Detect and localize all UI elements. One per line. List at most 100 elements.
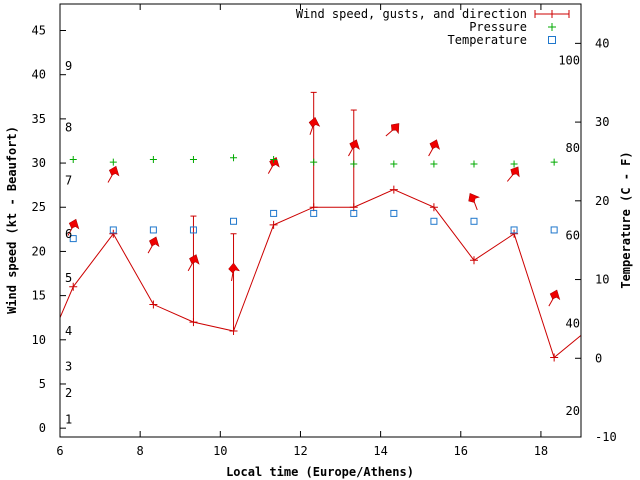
y2-tick-label: 40 (595, 36, 609, 50)
y-tick-label: 0 (39, 421, 46, 435)
wind-direction-arrow (428, 139, 440, 157)
temperature-point (270, 209, 278, 217)
pressure-point (310, 158, 318, 166)
wind-arrow-head (149, 236, 160, 248)
pressure-point (149, 156, 157, 164)
wind-arrow-head (510, 166, 520, 178)
fahrenheit-label: 40 (566, 317, 580, 331)
pressure-point (230, 154, 238, 162)
wind-speed-point (389, 185, 398, 194)
pressure-point (350, 160, 358, 168)
legend-label-pressure: Pressure (469, 20, 527, 34)
y-tick-label: 25 (32, 200, 46, 214)
wind-speed-point (269, 220, 278, 229)
y-tick-label: 30 (32, 156, 46, 170)
pressure-point (390, 160, 398, 168)
pressure-point (189, 156, 197, 164)
pressure-point (109, 158, 117, 166)
wind-arrow-head (391, 123, 400, 135)
pressure-point (430, 160, 438, 168)
wind-direction-arrow (187, 254, 200, 272)
plot-layer (59, 91, 582, 362)
wind-direction-arrow (107, 165, 120, 183)
wind-arrow-head (108, 165, 120, 177)
temperature-point (310, 209, 318, 217)
wind-arrow-head (429, 139, 440, 150)
beaufort-label: 3 (65, 359, 72, 373)
beaufort-label: 5 (65, 271, 72, 285)
wind-direction-arrow (348, 139, 360, 157)
x-tick-label: 18 (534, 444, 548, 458)
y2-tick-label: 30 (595, 115, 609, 129)
wind-direction-arrow (228, 262, 241, 282)
wind-direction-arrow (385, 123, 400, 137)
temperature-point (69, 235, 77, 243)
beaufort-label: 8 (65, 121, 72, 135)
x-tick-label: 16 (454, 444, 468, 458)
y-tick-label: 5 (39, 377, 46, 391)
x-axis-label: Local time (Europe/Athens) (226, 465, 414, 479)
wind-speed-point (349, 203, 358, 212)
temperature-point (189, 226, 197, 234)
wind-speed-point (69, 282, 78, 291)
wind-arrow-head (228, 262, 241, 274)
y2-tick-label: 10 (595, 273, 609, 287)
legend-label-temperature: Temperature (448, 33, 527, 47)
x-tick-label: 14 (373, 444, 387, 458)
fahrenheit-label: 100 (558, 54, 580, 68)
y-tick-label: 15 (32, 289, 46, 303)
temperature-point (430, 217, 438, 225)
wind-direction-arrow (468, 192, 480, 211)
temperature-point (390, 209, 398, 217)
wind-speed-point (429, 203, 438, 212)
y-tick-label: 10 (32, 333, 46, 347)
y-tick-label: 35 (32, 112, 46, 126)
wind-speed-point (149, 300, 158, 309)
wind-speed-point (550, 353, 559, 362)
pressure-point (69, 156, 77, 164)
y2-tick-label: -10 (595, 430, 617, 444)
y-tick-label: 40 (32, 68, 46, 82)
beaufort-label: 4 (65, 324, 72, 338)
pressure-point (470, 160, 478, 168)
wind-arrow-head (549, 289, 561, 301)
y-axis-label: Wind speed (kt - Beaufort) (5, 126, 19, 314)
fahrenheit-label: 60 (566, 228, 580, 242)
y-tick-label: 45 (32, 24, 46, 38)
fahrenheit-label: 80 (566, 141, 580, 155)
wind-speed-point (510, 229, 519, 238)
wind-arrow-head (189, 254, 200, 265)
temperature-point (350, 209, 358, 217)
temperature-point (109, 226, 117, 234)
x-tick-label: 10 (213, 444, 227, 458)
beaufort-label: 1 (65, 412, 72, 426)
wind-speed-point (309, 203, 318, 212)
axis-layer: 6 8 10 12 14 16 18051015202530354045-100102030… (32, 4, 617, 458)
plot-frame (59, 3, 582, 438)
y-tick-label: 20 (32, 244, 46, 258)
wind-speed-point (229, 326, 238, 335)
temperature-point (510, 226, 518, 234)
beaufort-label: 7 (65, 174, 72, 188)
legend-marker-temperature (548, 36, 556, 44)
wind-direction-arrow (506, 166, 520, 182)
beaufort-label: 9 (65, 59, 72, 73)
wind-arrow-head (468, 192, 480, 203)
wind-direction-arrow (147, 236, 160, 254)
wind-direction-arrow (67, 218, 80, 236)
fahrenheit-label: 20 (566, 404, 580, 418)
wind-arrow-head (308, 116, 321, 128)
wind-arrow-head (68, 218, 80, 230)
wind-arrow-head (349, 139, 360, 150)
pressure-point (550, 158, 558, 166)
wind-direction-arrow (308, 116, 321, 135)
wind-speed-point (109, 229, 118, 238)
legend-label-wind: Wind speed, gusts, and direction (296, 7, 527, 21)
y2-tick-label: 20 (595, 194, 609, 208)
beaufort-label: 2 (65, 386, 72, 400)
beaufort-label: 6 (65, 227, 72, 241)
x-tick-label: 8 (137, 444, 144, 458)
temperature-point (550, 226, 558, 234)
wind-direction-arrow (548, 289, 561, 307)
wind-speed-point (189, 318, 198, 327)
